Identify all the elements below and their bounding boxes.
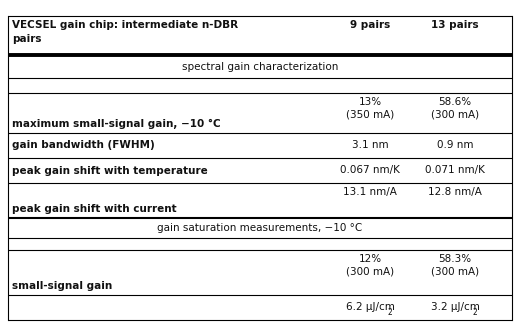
Text: peak gain shift with temperature: peak gain shift with temperature xyxy=(12,166,208,175)
Text: 0.9 nm: 0.9 nm xyxy=(437,140,473,151)
Text: 12.8 nm/A: 12.8 nm/A xyxy=(428,187,482,197)
Text: 13%
(350 mA): 13% (350 mA) xyxy=(346,97,394,120)
Text: VECSEL gain chip: intermediate n-DBR: VECSEL gain chip: intermediate n-DBR xyxy=(12,20,238,30)
Text: 58.6%
(300 mA): 58.6% (300 mA) xyxy=(431,97,479,120)
Text: gain saturation measurements, −10 °C: gain saturation measurements, −10 °C xyxy=(158,223,362,233)
Text: 6.2 µJ/cm: 6.2 µJ/cm xyxy=(346,302,395,313)
Text: 2: 2 xyxy=(387,308,393,317)
Text: 3.1 nm: 3.1 nm xyxy=(352,140,388,151)
Text: 0.071 nm/K: 0.071 nm/K xyxy=(425,166,485,175)
Text: peak gain shift with current: peak gain shift with current xyxy=(12,204,177,214)
Text: 13 pairs: 13 pairs xyxy=(431,20,479,30)
Text: maximum small-signal gain, −10 °C: maximum small-signal gain, −10 °C xyxy=(12,119,220,129)
Text: pairs: pairs xyxy=(12,34,42,44)
Text: 9 pairs: 9 pairs xyxy=(350,20,390,30)
Text: gain bandwidth (FWHM): gain bandwidth (FWHM) xyxy=(12,140,155,151)
Text: 13.1 nm/A: 13.1 nm/A xyxy=(343,187,397,197)
Text: 2: 2 xyxy=(473,308,477,317)
Text: small-signal gain: small-signal gain xyxy=(12,281,112,291)
Text: 12%
(300 mA): 12% (300 mA) xyxy=(346,254,394,277)
Text: 3.2 µJ/cm: 3.2 µJ/cm xyxy=(431,302,479,313)
Text: 0.067 nm/K: 0.067 nm/K xyxy=(340,166,400,175)
Text: 58.3%
(300 mA): 58.3% (300 mA) xyxy=(431,254,479,277)
Text: spectral gain characterization: spectral gain characterization xyxy=(182,62,338,72)
